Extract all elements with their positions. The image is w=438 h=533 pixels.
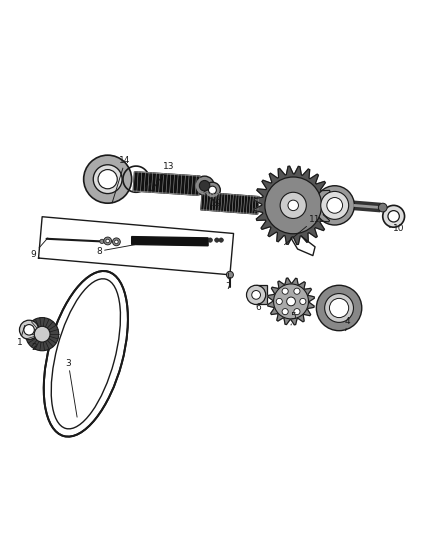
Text: 2: 2 — [32, 343, 37, 352]
Circle shape — [93, 165, 122, 193]
Text: 4: 4 — [345, 317, 350, 330]
Circle shape — [282, 309, 288, 314]
Circle shape — [383, 205, 405, 227]
Circle shape — [282, 288, 288, 294]
Text: 5: 5 — [290, 312, 296, 325]
Circle shape — [19, 320, 39, 340]
Ellipse shape — [25, 318, 59, 351]
Circle shape — [199, 181, 210, 191]
Circle shape — [325, 294, 353, 322]
Text: 1: 1 — [17, 326, 25, 348]
Circle shape — [276, 298, 283, 304]
Ellipse shape — [44, 271, 128, 437]
Polygon shape — [133, 172, 200, 195]
Polygon shape — [201, 192, 259, 214]
Polygon shape — [254, 166, 332, 245]
Circle shape — [288, 200, 298, 211]
Circle shape — [287, 297, 295, 306]
Text: 9: 9 — [31, 238, 48, 259]
Circle shape — [294, 309, 300, 314]
Circle shape — [219, 238, 223, 243]
Circle shape — [378, 203, 387, 212]
Text: 10: 10 — [389, 223, 405, 232]
Circle shape — [321, 191, 349, 220]
Text: 6: 6 — [253, 303, 261, 312]
Circle shape — [388, 211, 399, 222]
Circle shape — [252, 290, 261, 299]
Circle shape — [84, 155, 132, 203]
Circle shape — [300, 298, 306, 304]
Circle shape — [265, 177, 321, 234]
Circle shape — [104, 237, 112, 245]
Circle shape — [98, 169, 117, 189]
Circle shape — [329, 298, 349, 318]
Circle shape — [113, 238, 120, 246]
Circle shape — [226, 271, 233, 278]
Polygon shape — [132, 237, 208, 246]
Circle shape — [34, 326, 50, 342]
Circle shape — [294, 288, 300, 294]
Circle shape — [280, 192, 306, 219]
Circle shape — [274, 284, 308, 319]
Text: 13: 13 — [151, 163, 174, 191]
Bar — [256, 285, 267, 304]
Circle shape — [327, 198, 343, 213]
Circle shape — [195, 176, 214, 195]
Text: 8: 8 — [96, 245, 136, 256]
Circle shape — [315, 185, 354, 225]
Circle shape — [208, 238, 212, 243]
Circle shape — [205, 182, 220, 198]
Circle shape — [100, 239, 104, 244]
Circle shape — [115, 240, 118, 244]
Circle shape — [208, 186, 216, 194]
Text: 7: 7 — [225, 273, 231, 290]
Text: 14: 14 — [112, 156, 131, 203]
Circle shape — [247, 285, 266, 304]
Text: 3: 3 — [66, 359, 77, 417]
Circle shape — [215, 238, 219, 243]
Circle shape — [24, 325, 34, 335]
Circle shape — [106, 239, 110, 243]
Text: 12: 12 — [210, 198, 223, 208]
Text: 11: 11 — [285, 215, 321, 245]
Polygon shape — [268, 278, 314, 325]
Circle shape — [316, 285, 362, 330]
